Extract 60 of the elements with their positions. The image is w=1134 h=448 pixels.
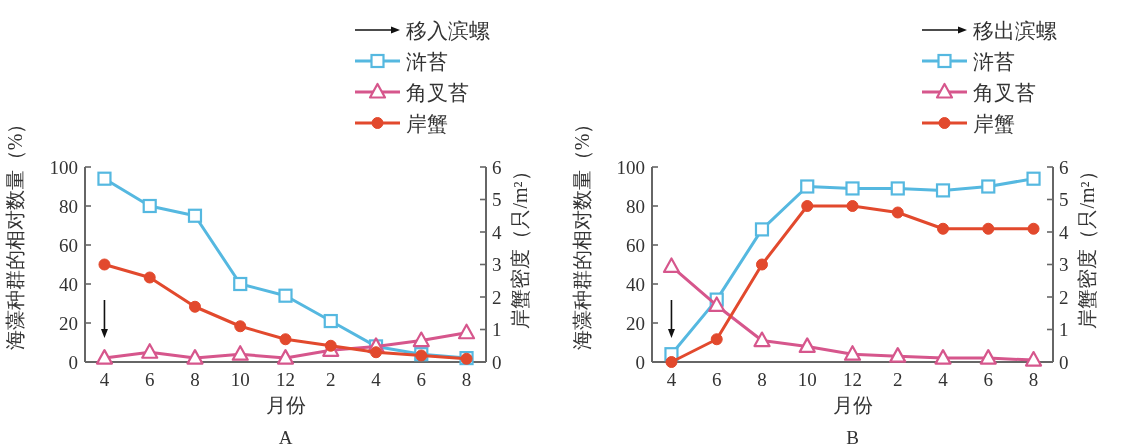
x-tick-label: 10 <box>230 369 250 390</box>
x-tick-label: 4 <box>666 369 677 390</box>
y-tick-label: 100 <box>616 156 645 178</box>
y-tick-label: 0 <box>68 351 78 373</box>
x-tick-label: 6 <box>416 369 427 390</box>
y-tick-label: 0 <box>635 351 645 373</box>
y2-tick-label: 1 <box>1059 319 1069 340</box>
x-tick-label: 4 <box>99 369 110 390</box>
x-tick-label: 6 <box>711 369 722 390</box>
y2-tick-label: 6 <box>492 156 502 178</box>
text: A <box>278 427 293 448</box>
legend-label: 岸蟹 <box>406 111 448 136</box>
y2-axis-title: 岸蟹密度（只/m²） <box>1076 161 1098 329</box>
y-tick-label: 40 <box>59 273 78 295</box>
x-tick-label: 6 <box>983 369 994 390</box>
y-tick-label: 60 <box>626 234 645 256</box>
y2-tick-label: 3 <box>492 254 502 275</box>
y-tick-label: 100 <box>49 156 78 178</box>
text: B <box>846 427 859 448</box>
legend-label: 角叉苔 <box>973 80 1036 105</box>
x-tick-label: 4 <box>938 369 949 390</box>
x-tick-label: 8 <box>190 369 200 390</box>
legend-label: 浒苔 <box>973 49 1015 74</box>
y-axis-title: 海藻种群的相对数量（%） <box>571 113 593 351</box>
y2-tick-label: 0 <box>492 351 502 373</box>
y2-tick-label: 0 <box>1059 351 1069 373</box>
y2-axis-title: 岸蟹密度（只/m²） <box>509 161 531 329</box>
y2-tick-label: 6 <box>1059 156 1069 178</box>
x-tick-label: 12 <box>843 369 862 390</box>
x-tick-label: 10 <box>797 369 817 390</box>
y2-tick-label: 4 <box>1059 221 1069 243</box>
y-axis-title: 海藻种群的相对数量（%） <box>4 113 26 351</box>
x-tick-label: 8 <box>757 369 767 390</box>
y-tick-label: 20 <box>59 312 78 334</box>
x-tick-label: 2 <box>893 369 903 390</box>
x-tick-label: 8 <box>461 369 472 390</box>
y2-tick-label: 2 <box>492 286 502 308</box>
text: 移入滨螺 <box>406 18 490 43</box>
y2-tick-label: 5 <box>492 189 502 210</box>
y-tick-label: 80 <box>626 195 645 217</box>
y2-tick-label: 2 <box>1059 286 1069 308</box>
legend-label: 岸蟹 <box>973 111 1015 136</box>
y-tick-label: 20 <box>626 312 645 334</box>
x-axis-title: 月份 <box>265 394 306 416</box>
y2-tick-label: 5 <box>1059 189 1069 210</box>
y2-tick-label: 4 <box>492 221 502 243</box>
x-tick-label: 12 <box>276 369 295 390</box>
legend-label: 浒苔 <box>406 49 448 74</box>
text: 移出滨螺 <box>973 18 1057 43</box>
y-tick-label: 40 <box>626 273 645 295</box>
y-tick-label: 60 <box>59 234 78 256</box>
x-axis-title: 月份 <box>832 394 873 416</box>
y2-tick-label: 3 <box>1059 254 1069 275</box>
x-tick-label: 6 <box>144 369 155 390</box>
legend-label: 角叉苔 <box>406 80 469 105</box>
y-tick-label: 80 <box>59 195 78 217</box>
y2-tick-label: 1 <box>492 319 502 340</box>
x-tick-label: 4 <box>371 369 382 390</box>
x-tick-label: 8 <box>1028 369 1039 390</box>
x-tick-label: 2 <box>326 369 336 390</box>
